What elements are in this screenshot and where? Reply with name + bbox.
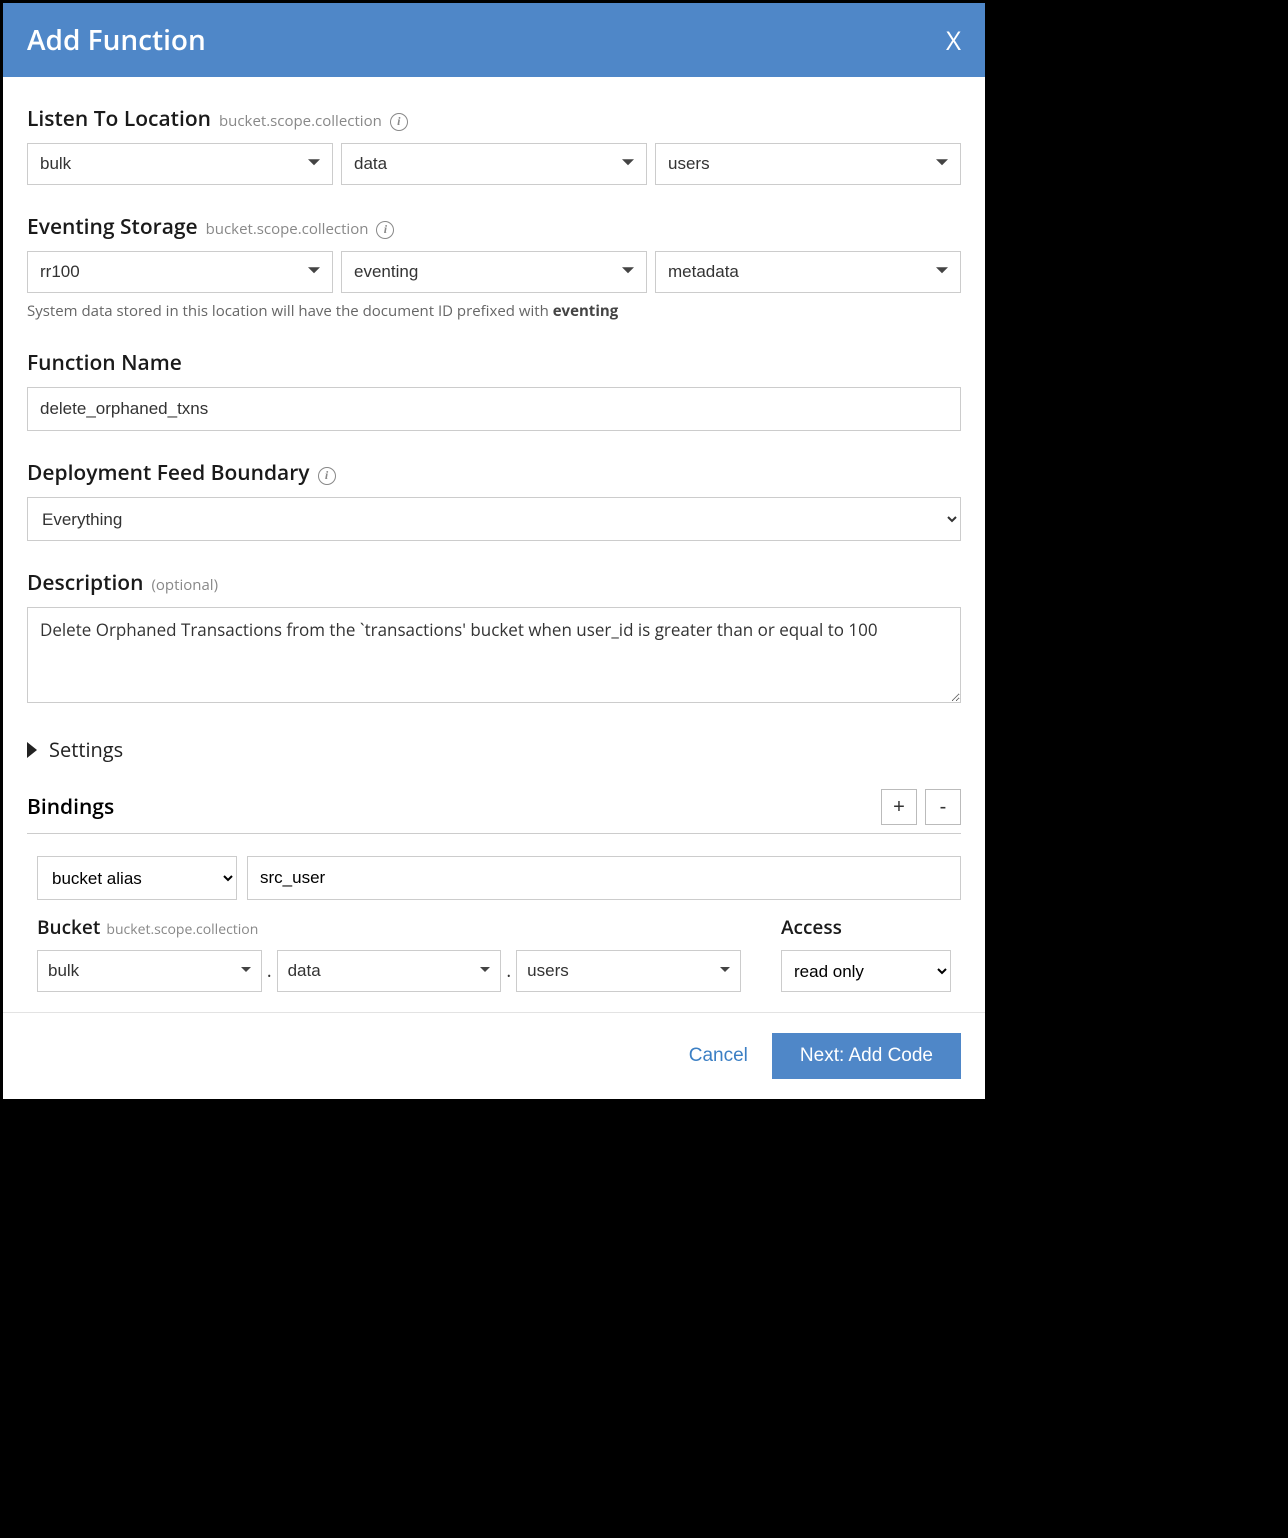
- eventing-storage-section: Eventing Storage bucket.scope.collection…: [27, 213, 961, 321]
- remove-binding-button[interactable]: -: [925, 789, 961, 825]
- separator-dot: .: [505, 959, 512, 983]
- binding-bucket-label-text: Bucket: [37, 914, 100, 940]
- storage-triple: rr100 eventing metadata: [27, 251, 961, 293]
- binding-bucket-block: Bucket bucket.scope.collection bulk . da…: [37, 914, 741, 992]
- listen-triple: bulk data users: [27, 143, 961, 185]
- binding-collection-value[interactable]: users: [516, 950, 741, 992]
- close-icon[interactable]: X: [946, 22, 961, 58]
- modal-body: Listen To Location bucket.scope.collecti…: [3, 77, 985, 1012]
- optional-text: (optional): [151, 575, 218, 595]
- desc-label-text: Description: [27, 569, 143, 597]
- modal-footer: Cancel Next: Add Code: [3, 1012, 985, 1099]
- binding-bucket-dropdown[interactable]: bulk: [37, 950, 262, 992]
- listen-scope-dropdown[interactable]: data: [341, 143, 647, 185]
- binding-bucket-value[interactable]: bulk: [37, 950, 262, 992]
- info-icon[interactable]: i: [376, 221, 394, 239]
- listen-location-section: Listen To Location bucket.scope.collecti…: [27, 105, 961, 185]
- binding-type-select[interactable]: bucket alias: [37, 856, 237, 900]
- add-function-modal: Add Function X Listen To Location bucket…: [3, 3, 985, 1099]
- binding-row-1: bucket alias: [37, 856, 961, 900]
- binding-collection-dropdown[interactable]: users: [516, 950, 741, 992]
- binding-access-block: Access read only: [781, 914, 961, 992]
- storage-note: System data stored in this location will…: [27, 301, 961, 321]
- bindings-title: Bindings: [27, 793, 114, 821]
- cancel-button[interactable]: Cancel: [689, 1045, 748, 1067]
- function-name-section: Function Name: [27, 349, 961, 431]
- storage-label: Eventing Storage bucket.scope.collection…: [27, 213, 961, 241]
- storage-note-strong: eventing: [553, 301, 619, 321]
- listen-label-text: Listen To Location: [27, 105, 211, 133]
- listen-bucket-dropdown[interactable]: bulk: [27, 143, 333, 185]
- storage-scope-value[interactable]: eventing: [341, 251, 647, 293]
- binding-alias-input[interactable]: [247, 856, 961, 900]
- boundary-label-text: Deployment Feed Boundary: [27, 459, 310, 487]
- listen-scope-value[interactable]: data: [341, 143, 647, 185]
- modal-header: Add Function X: [3, 3, 985, 77]
- storage-collection-dropdown[interactable]: metadata: [655, 251, 961, 293]
- access-label-text: Access: [781, 914, 842, 940]
- boundary-label: Deployment Feed Boundary i: [27, 459, 961, 487]
- storage-bucket-value[interactable]: rr100: [27, 251, 333, 293]
- info-icon[interactable]: i: [390, 113, 408, 131]
- bindings-header: Bindings + -: [27, 789, 961, 834]
- listen-collection-dropdown[interactable]: users: [655, 143, 961, 185]
- description-label: Description (optional): [27, 569, 961, 597]
- info-icon[interactable]: i: [318, 467, 336, 485]
- listen-hint: bucket.scope.collection: [219, 111, 382, 131]
- fn-name-label-text: Function Name: [27, 349, 182, 377]
- next-add-code-button[interactable]: Next: Add Code: [772, 1033, 961, 1079]
- boundary-section: Deployment Feed Boundary i Everything: [27, 459, 961, 541]
- binding-bucket-label: Bucket bucket.scope.collection: [37, 914, 741, 940]
- function-name-label: Function Name: [27, 349, 961, 377]
- storage-note-prefix: System data stored in this location will…: [27, 301, 553, 321]
- storage-hint: bucket.scope.collection: [206, 219, 369, 239]
- access-label: Access: [781, 914, 961, 940]
- separator-dot: .: [266, 959, 273, 983]
- modal-title: Add Function: [27, 21, 206, 59]
- description-textarea[interactable]: Delete Orphaned Transactions from the `t…: [27, 607, 961, 703]
- storage-bucket-dropdown[interactable]: rr100: [27, 251, 333, 293]
- listen-bucket-value[interactable]: bulk: [27, 143, 333, 185]
- chevron-right-icon: [27, 742, 37, 758]
- function-name-input[interactable]: [27, 387, 961, 431]
- storage-collection-value[interactable]: metadata: [655, 251, 961, 293]
- storage-scope-dropdown[interactable]: eventing: [341, 251, 647, 293]
- access-select[interactable]: read only: [781, 950, 951, 992]
- binding-scope-value[interactable]: data: [277, 950, 502, 992]
- boundary-select[interactable]: Everything: [27, 497, 961, 541]
- binding-bucket-hint: bucket.scope.collection: [106, 920, 258, 939]
- settings-label: Settings: [49, 736, 123, 763]
- listen-location-label: Listen To Location bucket.scope.collecti…: [27, 105, 961, 133]
- binding-bucket-triple: bulk . data . users: [37, 950, 741, 992]
- settings-toggle[interactable]: Settings: [27, 736, 961, 763]
- description-section: Description (optional) Delete Orphaned T…: [27, 569, 961, 708]
- add-binding-button[interactable]: +: [881, 789, 917, 825]
- bindings-buttons: + -: [881, 789, 961, 825]
- storage-label-text: Eventing Storage: [27, 213, 198, 241]
- binding-row-2: Bucket bucket.scope.collection bulk . da…: [37, 914, 961, 992]
- listen-collection-value[interactable]: users: [655, 143, 961, 185]
- binding-scope-dropdown[interactable]: data: [277, 950, 502, 992]
